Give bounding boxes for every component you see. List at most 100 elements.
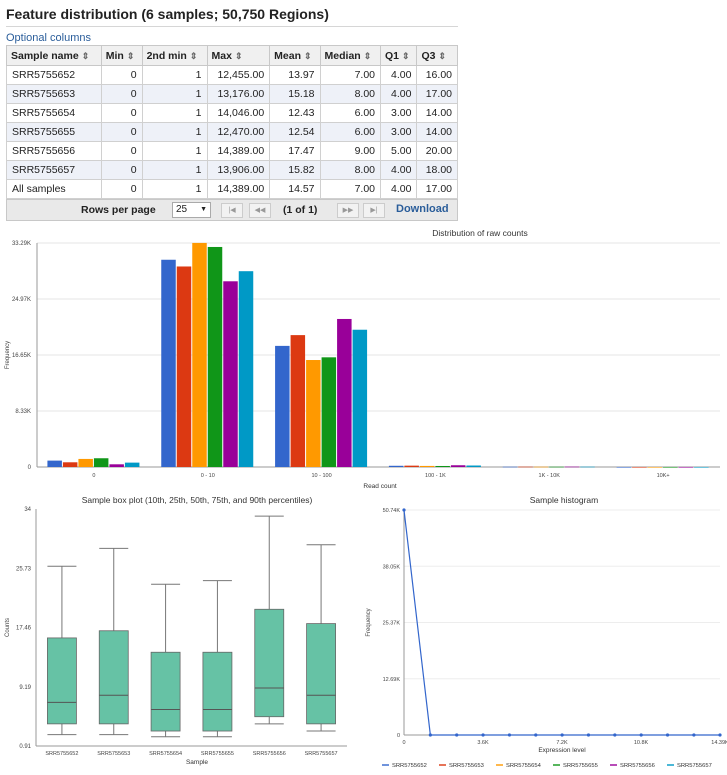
bar (290, 335, 306, 467)
rows-per-page-label: Rows per page (81, 204, 156, 216)
bar (47, 460, 62, 467)
download-button[interactable]: Download (396, 203, 449, 215)
column-header-label: Median (324, 49, 361, 62)
first-page-icon[interactable]: |◀ (221, 203, 243, 218)
table-row: SRR5755657 0 1 13,906.00 15.82 8.00 4.00 18.00 (6, 160, 458, 180)
column-header[interactable]: Q3 ⇕ (416, 45, 458, 66)
sort-icon: ⇕ (402, 50, 410, 61)
column-header[interactable]: Q1 ⇕ (380, 45, 418, 66)
column-header[interactable]: Min ⇕ (100, 45, 143, 66)
data-point (692, 733, 696, 737)
column-header[interactable]: 2nd min ⇕ (141, 45, 208, 66)
column-header[interactable]: Max ⇕ (206, 45, 271, 66)
sort-icon: ⇕ (81, 50, 90, 61)
column-header-label: Q3 (421, 49, 436, 62)
value-cell: 5.00 (380, 141, 418, 161)
x-tick-label: 14.39K (711, 740, 727, 746)
bar (161, 259, 176, 467)
y-tick-label: 0 (397, 733, 400, 739)
x-tick-label: SRR5755653 (97, 751, 130, 757)
sample-histogram-chart: Sample histogram 0 12.69K 25.37K 38.05K 50.74… (366, 495, 727, 769)
column-header[interactable]: Sample name ⇕ (6, 45, 102, 66)
box (254, 608, 285, 718)
x-tick-label: 10K+ (657, 473, 670, 479)
sample-name-cell: SRR5755652 (6, 65, 102, 85)
value-cell: 17.00 (416, 179, 458, 199)
chart-title: Distribution of raw counts (432, 228, 527, 238)
y-tick-label: 0 (28, 465, 32, 471)
value-cell: 12.54 (269, 122, 321, 142)
bar (78, 458, 93, 467)
value-cell: 14.00 (416, 122, 458, 142)
value-cell: 9.00 (319, 141, 382, 161)
x-tick-label: SRR5755656 (253, 751, 286, 757)
value-cell: 0 (100, 122, 143, 142)
chevron-down-icon: ▼ (200, 206, 207, 213)
y-tick-label: 25.37K (383, 621, 401, 627)
value-cell: 1 (141, 84, 208, 104)
x-tick-label: SRR5755652 (45, 751, 78, 757)
y-tick-label: 34 (24, 507, 31, 513)
value-cell: 0 (100, 141, 143, 161)
value-cell: 12,470.00 (206, 122, 271, 142)
data-point (718, 733, 722, 737)
value-cell: 7.00 (319, 65, 382, 85)
value-cell: 1 (141, 179, 208, 199)
raw-counts-bar-chart: Distribution of raw counts 0 8.33K 16.65K 24… (5, 228, 720, 490)
next-page-icon[interactable]: ▶▶ (337, 203, 359, 218)
legend-label: SRR5755656 (620, 763, 655, 769)
bar (223, 281, 238, 467)
value-cell: 16.00 (416, 65, 458, 85)
column-header-label: Sample name (11, 49, 79, 62)
sample-name-cell: SRR5755654 (6, 103, 102, 123)
bar (518, 466, 533, 468)
value-cell: 14,046.00 (206, 103, 271, 123)
bar (62, 462, 78, 467)
bar (337, 318, 352, 467)
column-header-label: Mean (274, 49, 302, 62)
value-cell: 15.18 (269, 84, 321, 104)
table-row: SRR5755655 0 1 12,470.00 12.54 6.00 3.00 14.00 (6, 122, 458, 142)
column-header-label: Q1 (385, 49, 400, 62)
y-tick-label: 24.97K (12, 297, 31, 303)
box (202, 651, 233, 732)
bar (435, 465, 450, 467)
data-point (639, 733, 643, 737)
value-cell: 0 (100, 160, 143, 180)
prev-page-icon[interactable]: ◀◀ (249, 203, 271, 218)
value-cell: 8.00 (319, 160, 382, 180)
value-cell: 0 (100, 84, 143, 104)
table-pager: Rows per page 25 ▼ |◀ ◀◀ (1 of 1) ▶▶ ▶| … (6, 199, 458, 221)
optional-columns-link[interactable]: Optional columns (6, 32, 91, 44)
last-page-icon[interactable]: ▶| (363, 203, 385, 218)
box (306, 623, 336, 725)
bar (419, 465, 435, 467)
table-row: SRR5755652 0 1 12,455.00 13.97 7.00 4.00 16.00 (6, 65, 458, 85)
column-header-label: 2nd min (146, 49, 187, 62)
bar (306, 360, 321, 467)
data-point (455, 733, 459, 737)
sample-name-cell: SRR5755653 (6, 84, 102, 104)
value-cell: 3.00 (380, 103, 418, 123)
bar (388, 465, 404, 467)
y-tick-label: 38.05K (383, 564, 401, 570)
value-cell: 1 (141, 160, 208, 180)
value-cell: 13,176.00 (206, 84, 271, 104)
feature-distribution-table: Sample name ⇕ Min ⇕ 2nd min ⇕ Max ⇕ Mean ⇕ Median ⇕… (6, 45, 458, 199)
bar (124, 462, 140, 467)
page-title: Feature distribution (6 samples; 50,750 … (6, 6, 329, 22)
rows-per-page-select[interactable]: 25 ▼ (172, 202, 211, 218)
column-header[interactable]: Median ⇕ (319, 45, 382, 66)
value-cell: 13.97 (269, 65, 321, 85)
box (47, 637, 77, 725)
value-cell: 12.43 (269, 103, 321, 123)
column-header[interactable]: Mean ⇕ (269, 45, 321, 66)
bar (663, 466, 678, 468)
page-info: (1 of 1) (283, 204, 318, 216)
x-tick-label: 1K - 10K (539, 473, 561, 479)
y-tick-label: 25.73 (16, 566, 32, 572)
value-cell: 0 (100, 103, 143, 123)
bar (352, 329, 368, 467)
x-axis-label: Expression level (538, 747, 586, 754)
data-point (428, 733, 432, 737)
